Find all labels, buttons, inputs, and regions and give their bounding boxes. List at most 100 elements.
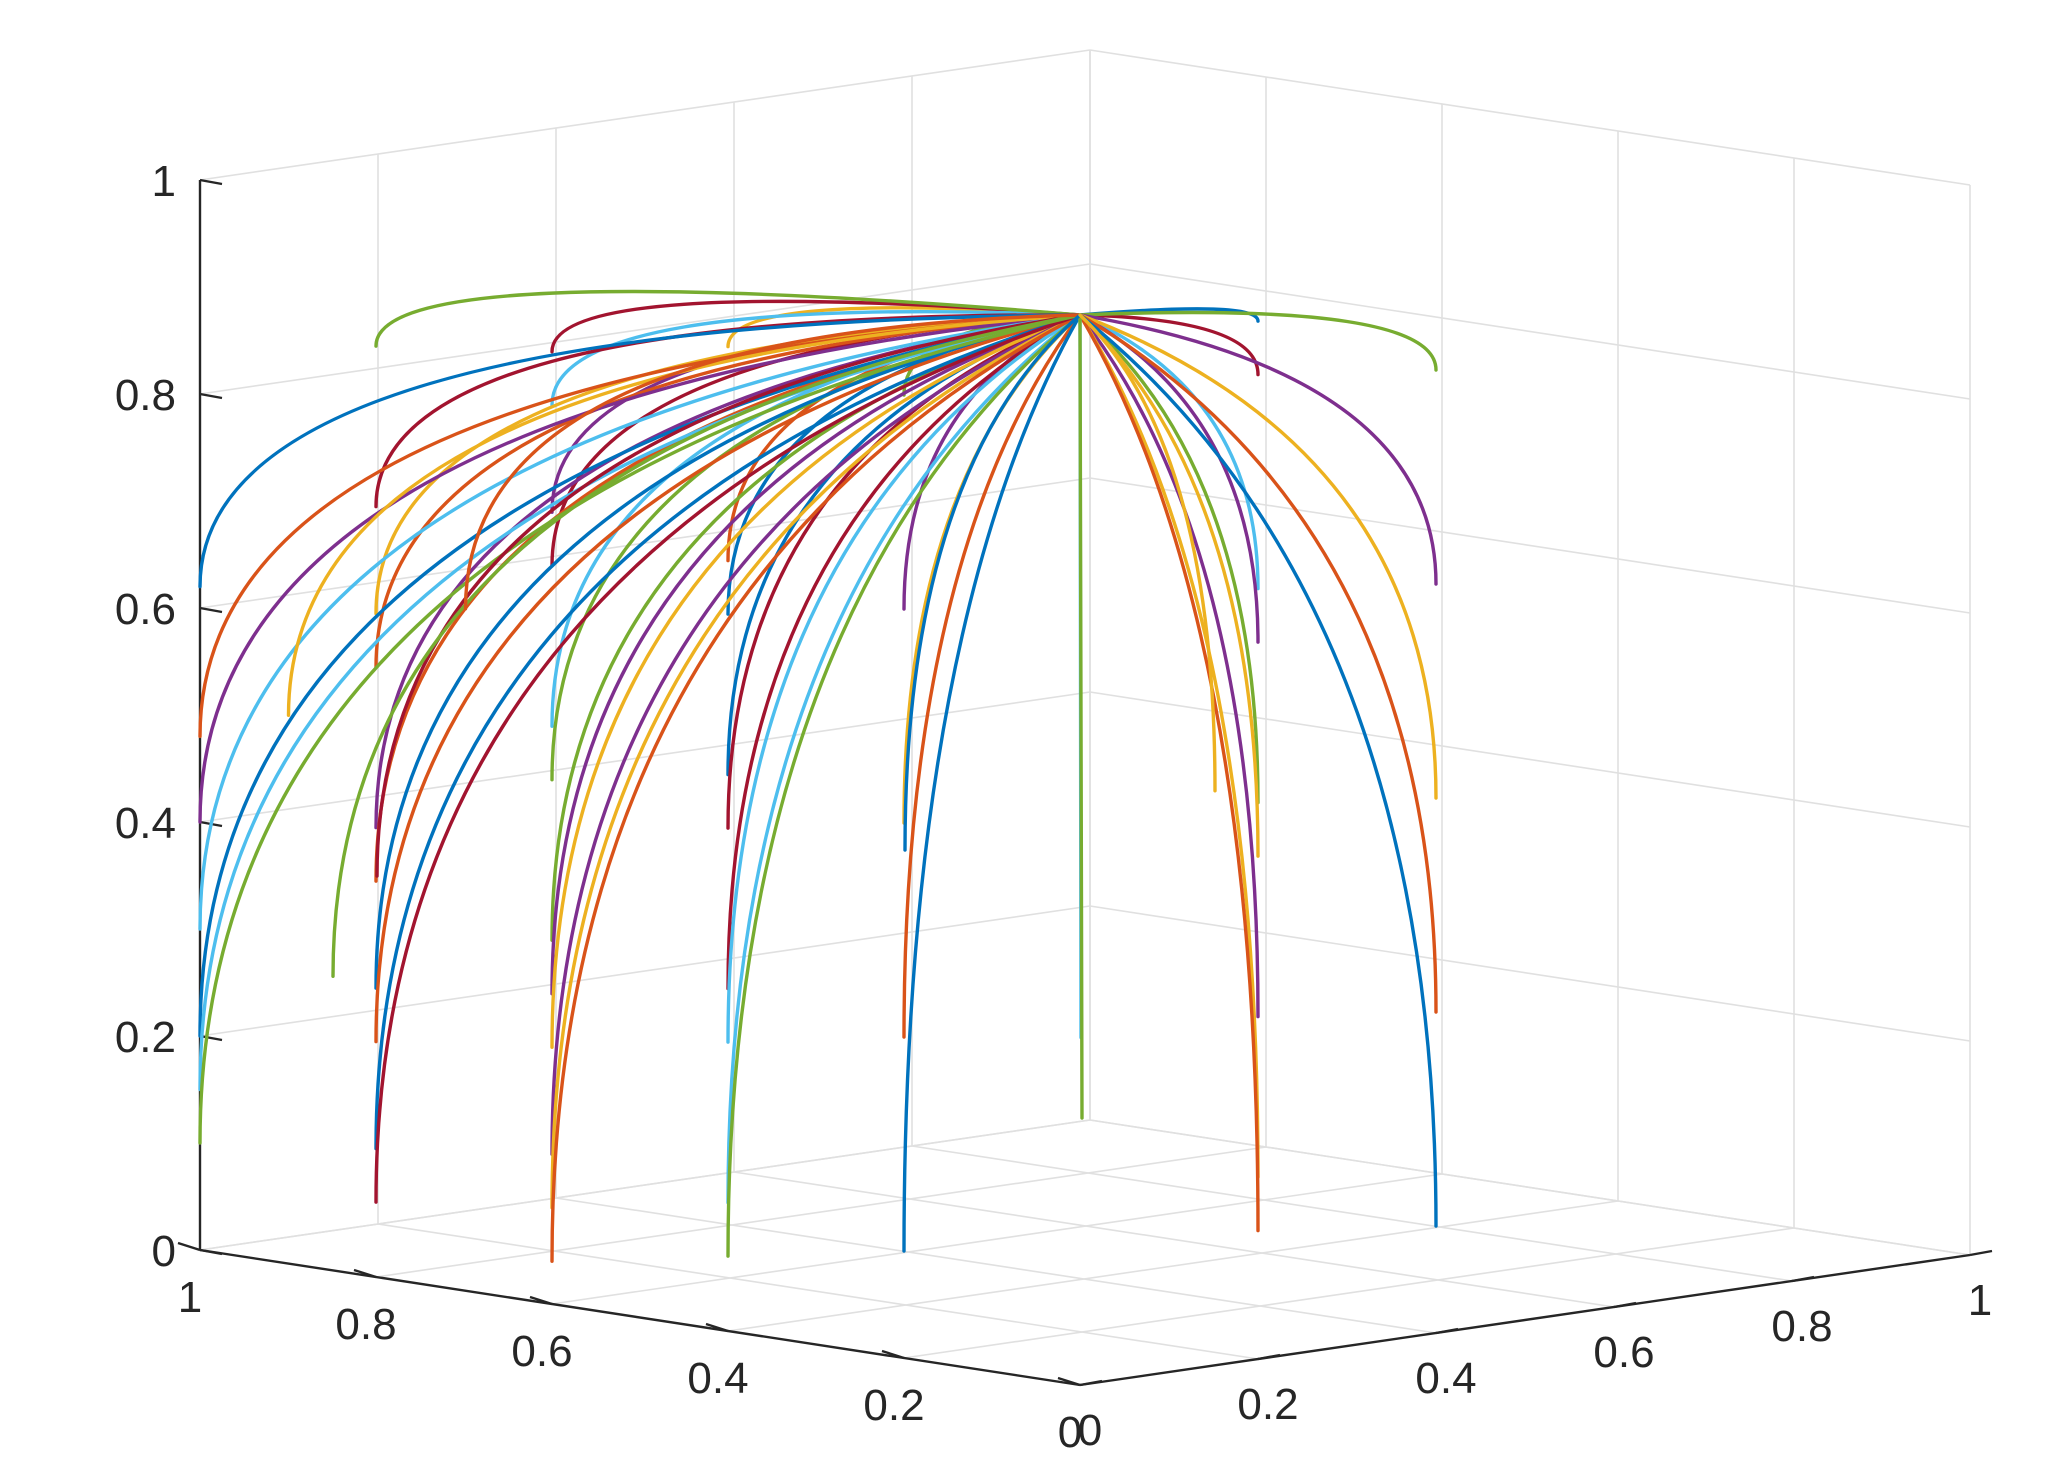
labels-layer: 00.20.40.60.8100.20.40.60.8100.20.40.60.… xyxy=(115,157,1992,1457)
x-tick-label: 1 xyxy=(178,1273,202,1322)
trajectory-line xyxy=(374,313,1082,1151)
grid-line xyxy=(1089,905,1971,1042)
trajectory-line xyxy=(374,313,1082,990)
grid-line xyxy=(199,905,1091,1037)
x-tick-mark xyxy=(177,1241,201,1252)
x-tick-mark xyxy=(1057,1376,1081,1387)
z-tick-mark xyxy=(199,178,223,186)
trajectory-line xyxy=(1078,313,1438,1014)
z-tick-mark xyxy=(199,1248,223,1256)
x-tick-label: 0.8 xyxy=(335,1300,396,1349)
z-tick-mark xyxy=(199,1034,223,1042)
z-tick-label: 0.8 xyxy=(115,371,176,420)
trajectory-line xyxy=(1078,313,1438,1228)
z-tick-mark xyxy=(199,392,223,400)
x-tick-mark xyxy=(705,1322,729,1333)
trajectory-line xyxy=(198,313,1082,824)
trajectory-line xyxy=(550,313,1082,1156)
trajectory-line xyxy=(726,313,1082,991)
trajectory-line xyxy=(1078,313,1438,800)
grid-line xyxy=(377,1223,1259,1360)
trajectory-line xyxy=(374,313,1082,669)
y-tick-mark xyxy=(1079,1379,1103,1387)
y-tick-label: 0 xyxy=(1078,1406,1102,1455)
trajectory-line xyxy=(1078,313,1260,805)
trajectory-line xyxy=(550,313,1082,1210)
trajectory-line xyxy=(198,313,1082,1092)
grid-line xyxy=(199,691,1091,823)
x-tick-label: 0.4 xyxy=(687,1354,748,1403)
grid-line xyxy=(375,1146,1267,1278)
trajectory-line xyxy=(374,289,1082,348)
z-tick-label: 1 xyxy=(152,157,176,206)
z-tick-label: 0.2 xyxy=(115,1013,176,1062)
grid-line xyxy=(199,1119,1091,1251)
y-tick-mark xyxy=(1435,1327,1459,1335)
x-tick-label: 0 xyxy=(1058,1408,1082,1457)
grid-line xyxy=(199,49,1091,181)
trajectory-line xyxy=(903,313,1082,852)
trajectory-line xyxy=(1078,313,1438,586)
grid-line xyxy=(727,1200,1619,1332)
trajectory-line xyxy=(1078,310,1438,372)
trajectory-line xyxy=(1078,313,1217,793)
trajectory-line xyxy=(550,299,1082,354)
y-tick-label: 0.8 xyxy=(1771,1302,1832,1351)
grid-line xyxy=(903,1227,1795,1359)
trajectory-line xyxy=(331,313,1082,978)
trajectory-line xyxy=(902,313,1082,825)
z-tick-label: 0.6 xyxy=(115,585,176,634)
grid-line xyxy=(555,1197,1437,1334)
y-tick-mark xyxy=(1613,1301,1637,1309)
y-axis-line xyxy=(1079,1253,1971,1387)
trajectory-line xyxy=(902,313,1082,1253)
x-axis-line xyxy=(199,1248,1081,1387)
z-tick-label: 0.4 xyxy=(115,799,176,848)
grid-line xyxy=(551,1173,1443,1305)
grid-line xyxy=(1089,263,1971,400)
trajectory-line xyxy=(726,313,1082,1205)
trajectory-line xyxy=(1078,313,1260,591)
trajectory-line xyxy=(550,313,1082,996)
grid-line xyxy=(199,263,1091,395)
trajectory-line xyxy=(550,313,1082,1263)
x-tick-mark xyxy=(353,1268,377,1279)
y-tick-label: 0.6 xyxy=(1593,1328,1654,1377)
series-layer xyxy=(198,289,1438,1263)
trajectory-line xyxy=(1078,313,1084,1120)
trajectory-line xyxy=(1078,313,1260,858)
y-tick-mark xyxy=(1257,1353,1281,1361)
x-tick-label: 0.2 xyxy=(863,1381,924,1430)
x-tick-mark xyxy=(881,1349,905,1360)
trajectory-line xyxy=(726,313,1082,1258)
grid-line xyxy=(1089,49,1971,186)
trajectory-line xyxy=(374,313,1082,1204)
grid-line xyxy=(911,1145,1793,1282)
y-tick-label: 1 xyxy=(1968,1276,1992,1325)
trajectory-line xyxy=(902,313,1082,1039)
z-tick-mark xyxy=(199,606,223,614)
y-tick-label: 0.2 xyxy=(1237,1380,1298,1429)
trajectory-line xyxy=(375,313,1082,878)
trajectory-line xyxy=(286,313,1082,717)
trajectory-line xyxy=(198,313,1082,1038)
grid-layer xyxy=(199,49,1971,1386)
trajectory-line xyxy=(1078,313,1260,1019)
trajectory-line xyxy=(463,313,1082,611)
z-tick-label: 0 xyxy=(152,1227,176,1276)
grid-line xyxy=(733,1171,1615,1308)
trajectory-line xyxy=(198,313,1082,1145)
trajectory-line xyxy=(374,313,1082,1044)
x-tick-mark xyxy=(529,1295,553,1306)
trajectory-line xyxy=(550,313,1082,1049)
x-tick-label: 0.6 xyxy=(511,1327,572,1376)
trajectory-line xyxy=(374,313,1082,616)
grid-line xyxy=(1089,477,1971,614)
trajectory-line xyxy=(1078,313,1260,1179)
trajectory-line xyxy=(550,309,1082,407)
trajectory-line xyxy=(198,313,1082,931)
y-tick-mark xyxy=(1969,1249,1993,1257)
grid-line xyxy=(1089,1119,1971,1256)
y-tick-mark xyxy=(1791,1275,1815,1283)
